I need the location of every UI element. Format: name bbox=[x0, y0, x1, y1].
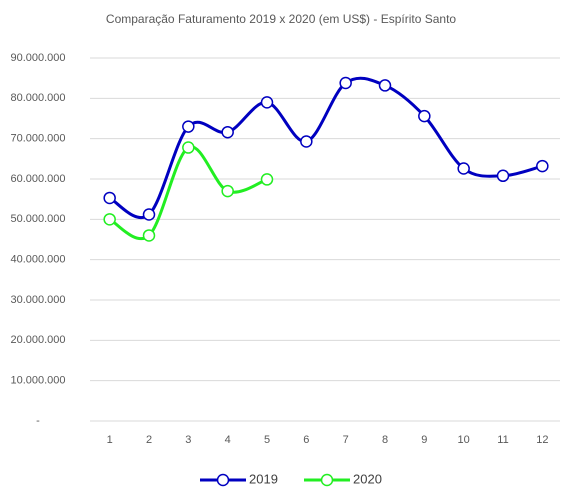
x-tick-label: 4 bbox=[225, 434, 231, 446]
y-tick-label: 50.000.000 bbox=[10, 213, 65, 225]
data-point bbox=[221, 125, 234, 139]
x-tick-label: 9 bbox=[421, 434, 427, 446]
data-point bbox=[182, 120, 195, 133]
data-point bbox=[142, 208, 156, 221]
legend-label: 2019 bbox=[249, 471, 278, 486]
y-tick-label: 10.000.000 bbox=[10, 375, 65, 387]
x-tick-label: 7 bbox=[343, 434, 349, 446]
data-point bbox=[142, 229, 156, 242]
data-point bbox=[339, 76, 352, 90]
series-line bbox=[108, 145, 268, 240]
x-tick-label: 5 bbox=[264, 434, 270, 446]
y-tick-label: 20.000.000 bbox=[10, 334, 65, 346]
data-point bbox=[378, 79, 392, 92]
x-tick-label: 10 bbox=[458, 434, 470, 446]
x-tick-label: 11 bbox=[497, 434, 508, 446]
x-tick-label: 8 bbox=[382, 434, 388, 446]
data-point bbox=[536, 159, 549, 173]
series-line bbox=[108, 76, 543, 219]
legend-label: 2020 bbox=[353, 471, 382, 486]
data-point bbox=[457, 162, 470, 175]
data-point bbox=[496, 169, 510, 183]
data-point bbox=[260, 96, 274, 109]
y-tick-label: 30.000.000 bbox=[10, 294, 65, 306]
y-tick-label: 80.000.000 bbox=[10, 92, 65, 104]
x-tick-label: 3 bbox=[185, 434, 191, 446]
y-tick-label: 40.000.000 bbox=[10, 254, 65, 266]
chart-title: Comparação Faturamento 2019 x 2020 (em U… bbox=[106, 12, 457, 26]
x-tick-label: 1 bbox=[107, 434, 113, 446]
y-tick-label: 60.000.000 bbox=[10, 173, 65, 185]
legend-marker bbox=[216, 473, 230, 487]
x-tick-label: 2 bbox=[146, 434, 152, 446]
data-point bbox=[260, 173, 274, 186]
data-point bbox=[103, 213, 116, 226]
data-point bbox=[418, 109, 431, 123]
x-tick-label: 6 bbox=[303, 434, 309, 446]
data-point bbox=[103, 191, 116, 205]
data-point bbox=[300, 135, 313, 148]
x-tick-label: 12 bbox=[536, 434, 548, 446]
legend-marker bbox=[320, 473, 334, 487]
y-tick-label: - bbox=[36, 415, 40, 427]
data-point bbox=[221, 184, 234, 198]
y-tick-label: 90.000.000 bbox=[10, 52, 65, 64]
data-point bbox=[182, 141, 195, 154]
y-tick-label: 70.000.000 bbox=[10, 133, 65, 145]
